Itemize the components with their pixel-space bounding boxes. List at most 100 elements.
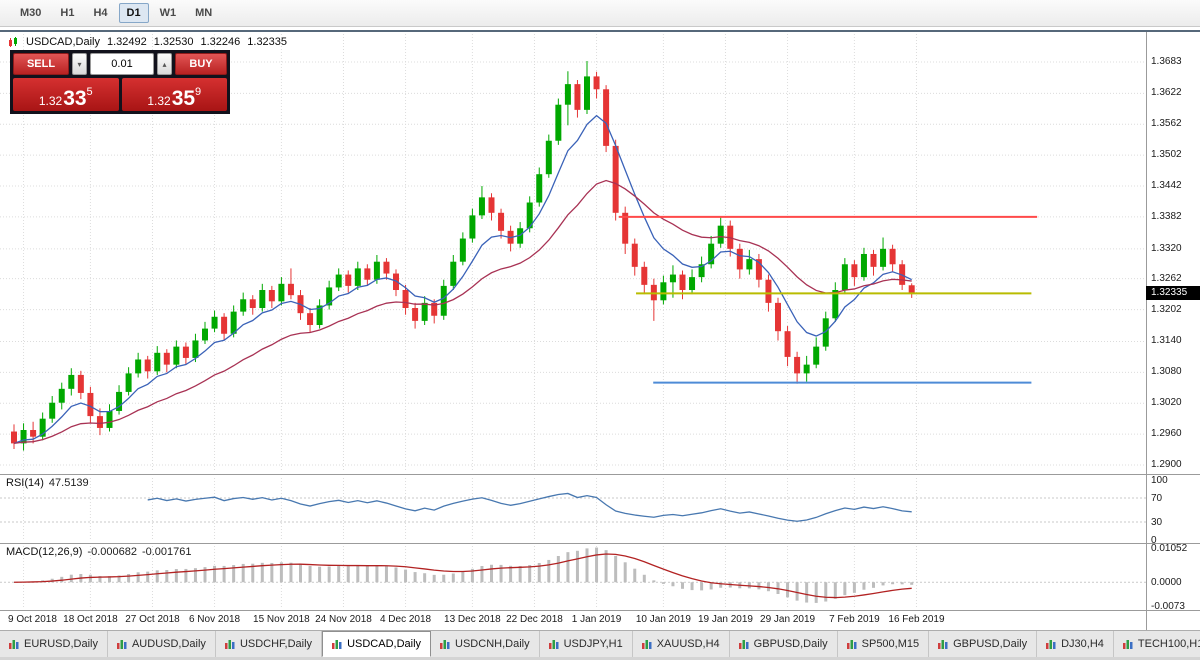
ma-line xyxy=(13,179,912,445)
buy-button[interactable]: BUY xyxy=(175,53,227,75)
chart-tab-icon xyxy=(846,639,857,649)
macd-panel-separator[interactable] xyxy=(0,543,1200,544)
tab-usdchf-daily[interactable]: USDCHF,Daily xyxy=(216,631,323,657)
price-axis-label: 1.3622 xyxy=(1151,87,1182,99)
chart-tab-icon xyxy=(440,639,450,649)
timeframe-button-h4[interactable]: H4 xyxy=(93,7,108,19)
rsi-indicator-label: RSI(14) 47.5139 xyxy=(6,477,89,489)
price-axis-label: 1.3502 xyxy=(1151,149,1182,161)
time-axis-label: 15 Nov 2018 xyxy=(253,614,310,625)
tab-usdcad-daily[interactable]: USDCAD,Daily xyxy=(322,631,432,657)
buy-price-figure: 1.32 xyxy=(147,94,171,108)
tab-xauusd-h4[interactable]: XAUUSD,H4 xyxy=(633,631,730,657)
price-axis-label: 1.3020 xyxy=(1151,397,1182,409)
price-axis-label: 1.3683 xyxy=(1151,56,1182,67)
time-axis-label: 13 Dec 2018 xyxy=(444,614,501,625)
timeframe-button-m30[interactable]: M30 xyxy=(20,7,42,19)
price-axis-separator xyxy=(1146,32,1147,630)
price-axis-label: 1.3320 xyxy=(1151,242,1182,254)
time-axis-label: 4 Dec 2018 xyxy=(379,614,432,625)
sell-price-tile[interactable]: 1.32 33 5 xyxy=(13,78,119,111)
candlestick-chart-icon xyxy=(9,36,17,47)
chart-title: USDCAD,Daily xyxy=(26,36,100,48)
time-axis-label: 18 Oct 2018 xyxy=(63,614,118,625)
time-axis-label: 27 Oct 2018 xyxy=(125,614,180,625)
rsi-axis-label: 0 xyxy=(1151,535,1157,546)
tab-label: USDCNH,Daily xyxy=(455,638,530,650)
macd-signal-line xyxy=(13,553,912,599)
tab-tech100-h1[interactable]: TECH100,H1 xyxy=(1114,631,1200,657)
price-axis-label: 1.3382 xyxy=(1151,210,1182,222)
tab-label: GBPUSD,Daily xyxy=(953,638,1028,650)
rsi-panel-separator[interactable] xyxy=(0,474,1200,475)
chart-tab-icon xyxy=(641,639,652,649)
sell-button[interactable]: SELL xyxy=(13,53,69,75)
macd-axis-label: 0.01052 xyxy=(1151,543,1188,554)
chart-tab-icon xyxy=(938,639,948,649)
tab-label: XAUUSD,H4 xyxy=(656,638,720,650)
price-axis-label: 1.3562 xyxy=(1151,118,1182,130)
rsi-axis-label: 100 xyxy=(1151,475,1168,486)
one-click-trading-widget: SELL ▾ 0.01 ▴ BUY 1.32 33 5 1.32 35 9 xyxy=(10,50,230,114)
time-axis-label: 9 Oct 2018 xyxy=(8,614,57,625)
time-axis-label: 29 Jan 2019 xyxy=(760,614,816,625)
tab-usdcnh-daily[interactable]: USDCNH,Daily xyxy=(431,631,540,657)
ohlc-high: 1.32530 xyxy=(153,36,194,48)
sell-price-pipette: 5 xyxy=(86,86,93,98)
chart-tab-icon xyxy=(1122,639,1133,649)
tab-usdjpy-h1[interactable]: USDJPY,H1 xyxy=(540,631,633,657)
price-axis-label: 1.3442 xyxy=(1151,180,1182,192)
current-price-badge: 1.32335 xyxy=(1146,286,1200,301)
timeframe-button-d1[interactable]: D1 xyxy=(118,3,149,23)
rsi-value: 47.5139 xyxy=(48,477,89,489)
time-axis-label: 10 Jan 2019 xyxy=(635,614,691,625)
tab-label: TECH100,H1 xyxy=(1137,638,1200,650)
timeframe-button-h1[interactable]: H1 xyxy=(60,7,75,19)
macd-title: MACD(12,26,9) xyxy=(6,546,83,558)
time-axis-label: 19 Jan 2019 xyxy=(697,614,753,625)
tab-label: AUDUSD,Daily xyxy=(131,638,206,650)
tab-label: USDCAD,Daily xyxy=(347,638,422,650)
volume-decrease-button[interactable]: ▾ xyxy=(72,53,87,75)
sell-price-figure: 1.32 xyxy=(38,94,63,108)
volume-increase-button[interactable]: ▴ xyxy=(157,53,172,75)
price-axis-label: 1.3140 xyxy=(1151,335,1182,347)
time-axis-separator xyxy=(0,610,1200,611)
grid-layer xyxy=(0,34,1146,608)
price-axis-label: 1.2960 xyxy=(1151,428,1182,440)
chevron-down-icon: ▾ xyxy=(77,59,82,69)
macd-histogram xyxy=(22,547,914,603)
tab-gbpusd-daily[interactable]: GBPUSD,Daily xyxy=(730,631,838,657)
price-axis-label: 1.3202 xyxy=(1151,303,1182,315)
rsi-axis-label: 70 xyxy=(1151,493,1163,504)
tab-label: USDJPY,H1 xyxy=(563,638,623,650)
time-axis-label: 7 Feb 2019 xyxy=(829,614,880,625)
macd-main-value: -0.000682 xyxy=(87,546,137,558)
rsi-axis-label: 30 xyxy=(1151,517,1163,528)
time-axis-label: 6 Nov 2018 xyxy=(188,614,241,625)
tab-label: DJ30,H4 xyxy=(1061,638,1104,650)
price-axis-label: 1.3080 xyxy=(1151,366,1182,378)
sell-price-pips: 33 xyxy=(63,86,87,110)
window-bottom-edge xyxy=(0,657,1200,660)
buy-price-tile[interactable]: 1.32 35 9 xyxy=(121,78,227,111)
price-axis-label: 1.2900 xyxy=(1151,459,1182,470)
chart-tab-icon xyxy=(116,639,127,649)
tab-gbpusd-daily[interactable]: GBPUSD,Daily xyxy=(929,631,1038,657)
chart-tab-icon xyxy=(738,639,749,649)
chart-tab-icon xyxy=(9,639,19,649)
rsi-line xyxy=(147,492,912,522)
timeframe-button-w1[interactable]: W1 xyxy=(159,7,177,19)
tab-label: GBPUSD,Daily xyxy=(753,638,828,650)
tab-dj30-h4[interactable]: DJ30,H4 xyxy=(1037,631,1114,657)
buy-price-pipette: 9 xyxy=(195,86,202,98)
time-axis-label: 24 Nov 2018 xyxy=(315,614,372,625)
volume-input[interactable]: 0.01 xyxy=(90,53,154,75)
tab-eurusd-daily[interactable]: EURUSD,Daily xyxy=(0,631,108,657)
time-axis-label: 1 Jan 2019 xyxy=(571,614,622,625)
timeframe-button-mn[interactable]: MN xyxy=(195,7,213,19)
tab-sp500-m15[interactable]: SP500,M15 xyxy=(838,631,930,657)
chart-tab-icon xyxy=(332,639,342,649)
tab-audusd-daily[interactable]: AUDUSD,Daily xyxy=(108,631,216,657)
